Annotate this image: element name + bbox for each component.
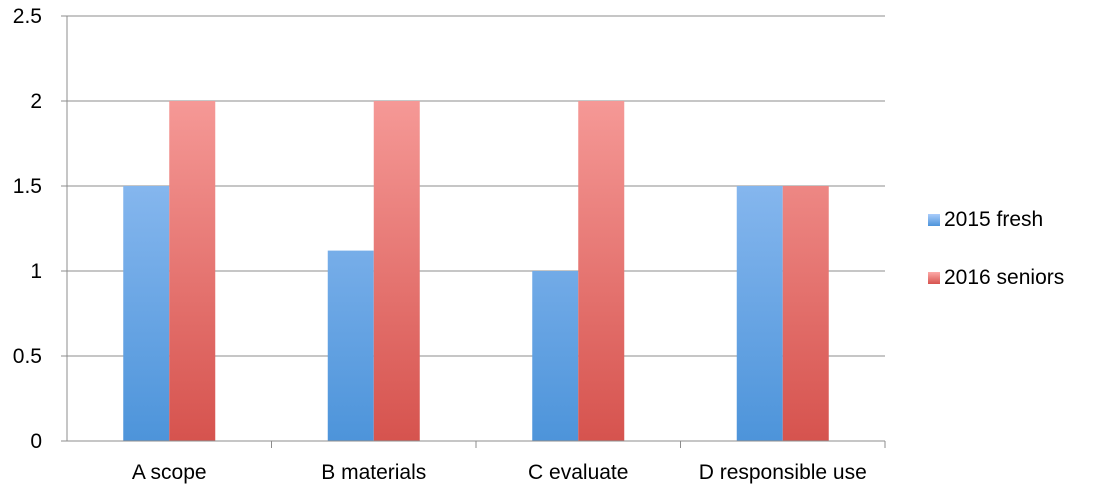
y-tick-label: 1 xyxy=(30,260,42,283)
bar-2016-seniors-3 xyxy=(578,101,625,441)
bar-2016-seniors-1 xyxy=(169,101,216,441)
legend-label-2016-seniors: 2016 seniors xyxy=(944,266,1065,289)
y-tick-label: 2 xyxy=(30,90,42,113)
bar-2015-fresh-4 xyxy=(736,186,783,441)
legend-item-2016-seniors: 2016 seniors xyxy=(928,263,1064,293)
bar-2015-fresh-2 xyxy=(327,250,374,441)
x-tick-label: C evaluate xyxy=(528,461,628,484)
y-tick-label: 2.5 xyxy=(13,5,42,28)
bar-2016-seniors-4 xyxy=(782,186,829,441)
bar-2016-seniors-2 xyxy=(373,101,420,441)
bar-2015-fresh-3 xyxy=(532,271,579,441)
x-tick-label: A scope xyxy=(132,461,207,484)
legend-item-2015-fresh: 2015 fresh xyxy=(928,205,1064,235)
x-tick-labels: A scope B materials C evaluate D responsibl… xyxy=(132,461,867,484)
y-tick-label: 0 xyxy=(30,430,42,453)
legend-label-2015-fresh: 2015 fresh xyxy=(944,208,1044,231)
bars xyxy=(123,101,829,441)
legend-swatch-2016-seniors xyxy=(928,272,940,284)
x-tick-label: B materials xyxy=(321,461,426,484)
bar-2015-fresh-1 xyxy=(123,186,170,441)
legend-swatch-2015-fresh xyxy=(928,214,940,226)
x-tick-label: D responsible use xyxy=(699,461,867,484)
axes xyxy=(61,16,886,448)
y-tick-label: 0.5 xyxy=(13,345,42,368)
y-tick-labels: 0 0.5 1 1.5 2 2.5 xyxy=(13,5,67,453)
legend: 2015 fresh 2016 seniors xyxy=(928,205,1064,321)
y-tick-label: 1.5 xyxy=(13,175,42,198)
